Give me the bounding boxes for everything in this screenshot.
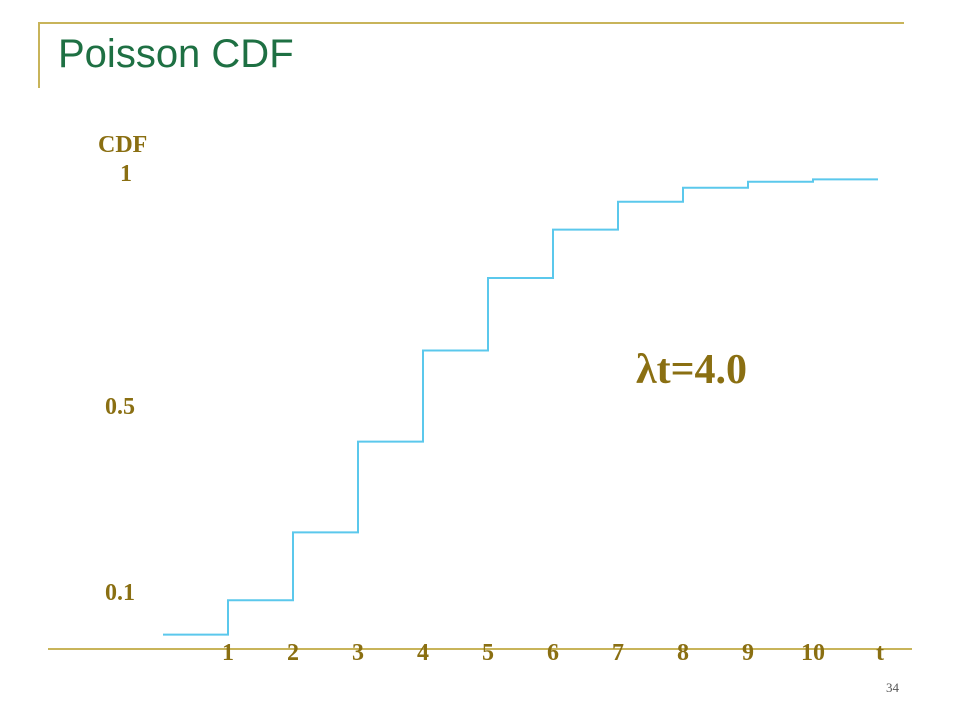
x-tick-label: 3	[352, 640, 364, 666]
x-tick-label: 10	[801, 640, 825, 666]
x-tick-label: 4	[417, 640, 429, 666]
y-axis-label: CDF	[98, 132, 148, 158]
x-tick-label: 1	[222, 640, 234, 666]
y-tick-label: 1	[120, 161, 132, 187]
x-tick-labels: 1 2 3 4 5 6 7 8 9 10	[222, 640, 825, 666]
x-axis-label: t	[876, 640, 884, 666]
slide-frame-left	[38, 22, 40, 88]
x-tick-label: 6	[547, 640, 559, 666]
x-tick-label: 8	[677, 640, 689, 666]
cdf-step-line	[163, 178, 878, 636]
page-number: 34	[886, 680, 899, 695]
y-tick-label: 0.5	[105, 393, 135, 420]
slide-title: Poisson CDF	[58, 32, 294, 76]
slide-frame-top	[38, 22, 904, 24]
x-tick-label: 7	[612, 640, 624, 666]
y-tick-label: 0.1	[105, 579, 135, 606]
lambda-t-annotation: λt=4.0	[636, 347, 748, 393]
x-tick-label: 9	[742, 640, 754, 666]
x-tick-label: 5	[482, 640, 494, 666]
x-tick-label: 2	[287, 640, 299, 666]
